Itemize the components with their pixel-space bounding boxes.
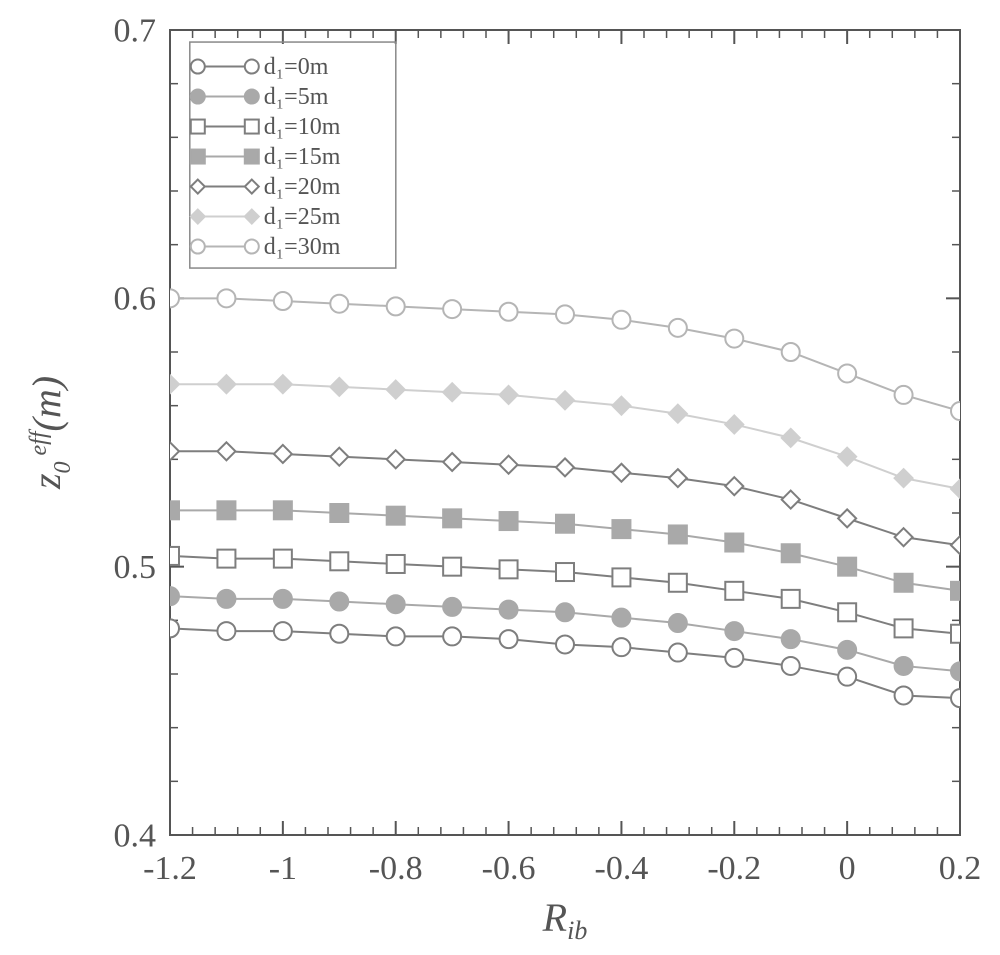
xtick-label: -0.8 [369,850,423,887]
marker-square [217,550,235,568]
marker-square [191,120,205,134]
marker-circle [725,622,743,640]
marker-circle [274,292,292,310]
marker-circle [612,638,630,656]
marker-square [443,509,461,527]
marker-circle [443,300,461,318]
legend-label: d₁=25m [264,204,341,230]
marker-square [556,515,574,533]
marker-square [838,603,856,621]
marker-circle [500,630,518,648]
ytick-label: 0.6 [114,281,157,318]
xtick-label: 0.2 [939,850,982,887]
marker-circle [500,303,518,321]
legend-label: d₁=20m [264,174,341,200]
marker-circle [387,595,405,613]
chart-bg [0,0,1000,955]
legend-label: d₁=15m [264,144,341,170]
marker-circle [274,622,292,640]
ytick-label: 0.4 [114,817,157,854]
marker-circle [612,609,630,627]
marker-square [725,582,743,600]
marker-square [838,558,856,576]
legend-label: d₁=5m [264,84,329,110]
marker-circle [556,635,574,653]
marker-square [782,544,800,562]
ytick-label: 0.7 [114,12,157,49]
marker-square [330,504,348,522]
marker-square [556,563,574,581]
marker-circle [217,289,235,307]
line-chart: -1.2-1-0.8-0.6-0.4-0.200.20.40.50.60.7Ri… [0,0,1000,955]
marker-circle [782,657,800,675]
marker-square [725,534,743,552]
xtick-label: -0.4 [595,850,649,887]
marker-square [217,501,235,519]
marker-square [245,150,259,164]
marker-square [612,568,630,586]
marker-circle [500,601,518,619]
marker-square [191,150,205,164]
marker-circle [191,240,205,254]
marker-circle [895,657,913,675]
marker-square [387,555,405,573]
marker-circle [556,305,574,323]
marker-circle [838,641,856,659]
marker-square [669,525,687,543]
marker-circle [895,686,913,704]
marker-circle [838,668,856,686]
marker-circle [443,627,461,645]
marker-square [330,552,348,570]
marker-square [500,560,518,578]
marker-circle [245,60,259,74]
marker-square [895,619,913,637]
marker-circle [669,319,687,337]
chart-container: -1.2-1-0.8-0.6-0.4-0.200.20.40.50.60.7Ri… [0,0,1000,955]
marker-circle [245,90,259,104]
marker-circle [669,614,687,632]
marker-square [612,520,630,538]
legend-label: d₁=30m [264,234,341,260]
legend-label: d₁=0m [264,54,329,80]
marker-circle [330,593,348,611]
legend-label: d₁=10m [264,114,341,140]
marker-square [274,550,292,568]
marker-square [500,512,518,530]
marker-circle [612,311,630,329]
marker-square [895,574,913,592]
marker-square [782,590,800,608]
marker-square [443,558,461,576]
marker-circle [191,60,205,74]
xtick-label: -1 [269,850,297,887]
marker-circle [782,630,800,648]
marker-circle [838,364,856,382]
marker-circle [556,603,574,621]
marker-circle [725,330,743,348]
marker-circle [330,625,348,643]
marker-circle [217,622,235,640]
xtick-label: -0.2 [707,850,761,887]
marker-square [274,501,292,519]
marker-circle [443,598,461,616]
marker-circle [387,627,405,645]
marker-circle [387,297,405,315]
ytick-label: 0.5 [114,549,157,586]
marker-square [669,574,687,592]
xtick-label: -0.6 [482,850,536,887]
xtick-label: -1.2 [143,850,197,887]
marker-square [387,507,405,525]
xtick-label: 0 [839,850,856,887]
marker-circle [274,590,292,608]
marker-circle [245,240,259,254]
marker-circle [191,90,205,104]
marker-circle [895,386,913,404]
marker-circle [669,644,687,662]
marker-circle [782,343,800,361]
marker-circle [725,649,743,667]
marker-circle [330,295,348,313]
marker-circle [217,590,235,608]
marker-square [245,120,259,134]
